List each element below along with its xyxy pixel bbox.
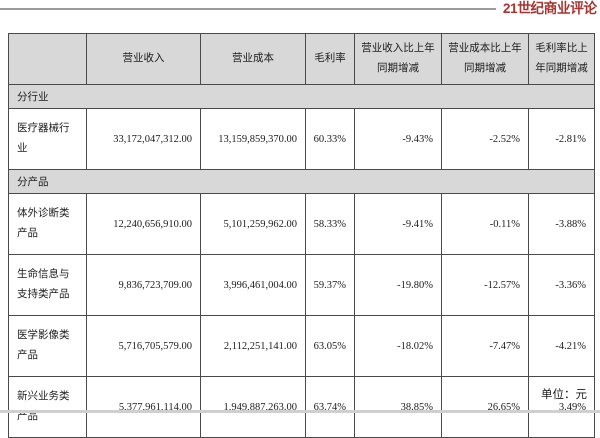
brand-logo: 21世纪商业评论	[503, 0, 597, 16]
section-band-by-industry: 分行业	[8, 84, 595, 109]
footer-rule	[0, 410, 600, 413]
unit-note: 单位：元	[541, 389, 587, 401]
row-label: 医疗器械行业	[8, 108, 87, 170]
col-header-cost-yoy: 营业成本比上年同期增减	[441, 33, 529, 85]
cell-gross-margin: 59.37%	[305, 254, 355, 316]
cell-revenue: 12,240,656,910.00	[86, 193, 201, 255]
cell-gross-margin: 63.05%	[305, 315, 355, 377]
row-label: 新兴业务类产品	[8, 376, 87, 438]
cell-cost: 13,159,859,370.00	[200, 108, 306, 170]
cell-revenue-yoy: -19.80%	[354, 254, 442, 316]
cell-revenue: 9,836,723,709.00	[86, 254, 201, 316]
cell-margin-yoy: -4.21%	[528, 315, 595, 377]
cell-margin-yoy: -3.36%	[528, 254, 595, 316]
table-header-row: 营业收入 营业成本 毛利率 营业收入比上年同期增减 营业成本比上年同期增减 毛利…	[8, 33, 595, 85]
cell-cost-yoy: -2.52%	[441, 108, 529, 170]
row-label: 体外诊断类产品	[8, 193, 87, 255]
col-header-cost: 营业成本	[200, 33, 306, 85]
cell-revenue: 33,172,047,312.00	[86, 108, 201, 170]
cell-cost: 3,996,461,004.00	[200, 254, 306, 316]
col-header-revenue: 营业收入	[86, 33, 201, 85]
col-header-gross-margin: 毛利率	[305, 33, 355, 85]
col-header-margin-yoy: 毛利率比上年同期增减	[528, 33, 595, 85]
cell-cost-yoy: -12.57%	[441, 254, 529, 316]
cell-cost-yoy: -7.47%	[441, 315, 529, 377]
section-band-label: 分产品	[8, 169, 595, 194]
cell-cost: 5,101,259,962.00	[200, 193, 306, 255]
row-label: 医学影像类产品	[8, 315, 87, 377]
table-row-patient-monitoring-products: 生命信息与支持类产品 9,836,723,709.00 3,996,461,00…	[8, 254, 595, 316]
table-row-ivd-products: 体外诊断类产品 12,240,656,910.00 5,101,259,962.…	[8, 193, 595, 255]
cell-revenue-yoy: 38.85%	[354, 376, 442, 438]
cell-margin-yoy: -2.81%	[528, 108, 595, 170]
cell-gross-margin: 58.33%	[305, 193, 355, 255]
cell-cost-yoy: 26.65%	[441, 376, 529, 438]
segment-financials-table: 营业收入 营业成本 毛利率 营业收入比上年同期增减 营业成本比上年同期增减 毛利…	[8, 33, 595, 438]
row-label: 生命信息与支持类产品	[8, 254, 87, 316]
section-band-by-product: 分产品	[8, 169, 595, 194]
col-header-blank	[8, 33, 87, 85]
col-header-revenue-yoy: 营业收入比上年同期增减	[354, 33, 442, 85]
cell-revenue: 5,377,961,114.00	[86, 376, 201, 438]
cell-cost: 1,949,887,263.00	[200, 376, 306, 438]
cell-gross-margin: 60.33%	[305, 108, 355, 170]
table-row-medical-imaging-products: 医学影像类产品 5,716,705,579.00 2,112,251,141.0…	[8, 315, 595, 377]
cell-revenue-yoy: -9.41%	[354, 193, 442, 255]
table-row-emerging-business-products: 新兴业务类产品 5,377,961,114.00 1,949,887,263.0…	[8, 376, 595, 438]
cell-margin-yoy: -3.88%	[528, 193, 595, 255]
table-row-medical-devices: 医疗器械行业 33,172,047,312.00 13,159,859,370.…	[8, 108, 595, 170]
cell-cost-yoy: -0.11%	[441, 193, 529, 255]
cell-revenue-yoy: -18.02%	[354, 315, 442, 377]
cell-revenue: 5,716,705,579.00	[86, 315, 201, 377]
section-band-label: 分行业	[8, 84, 595, 109]
cell-gross-margin: 63.74%	[305, 376, 355, 438]
header-rule	[0, 8, 496, 10]
cell-revenue-yoy: -9.43%	[354, 108, 442, 170]
cell-cost: 2,112,251,141.00	[200, 315, 306, 377]
